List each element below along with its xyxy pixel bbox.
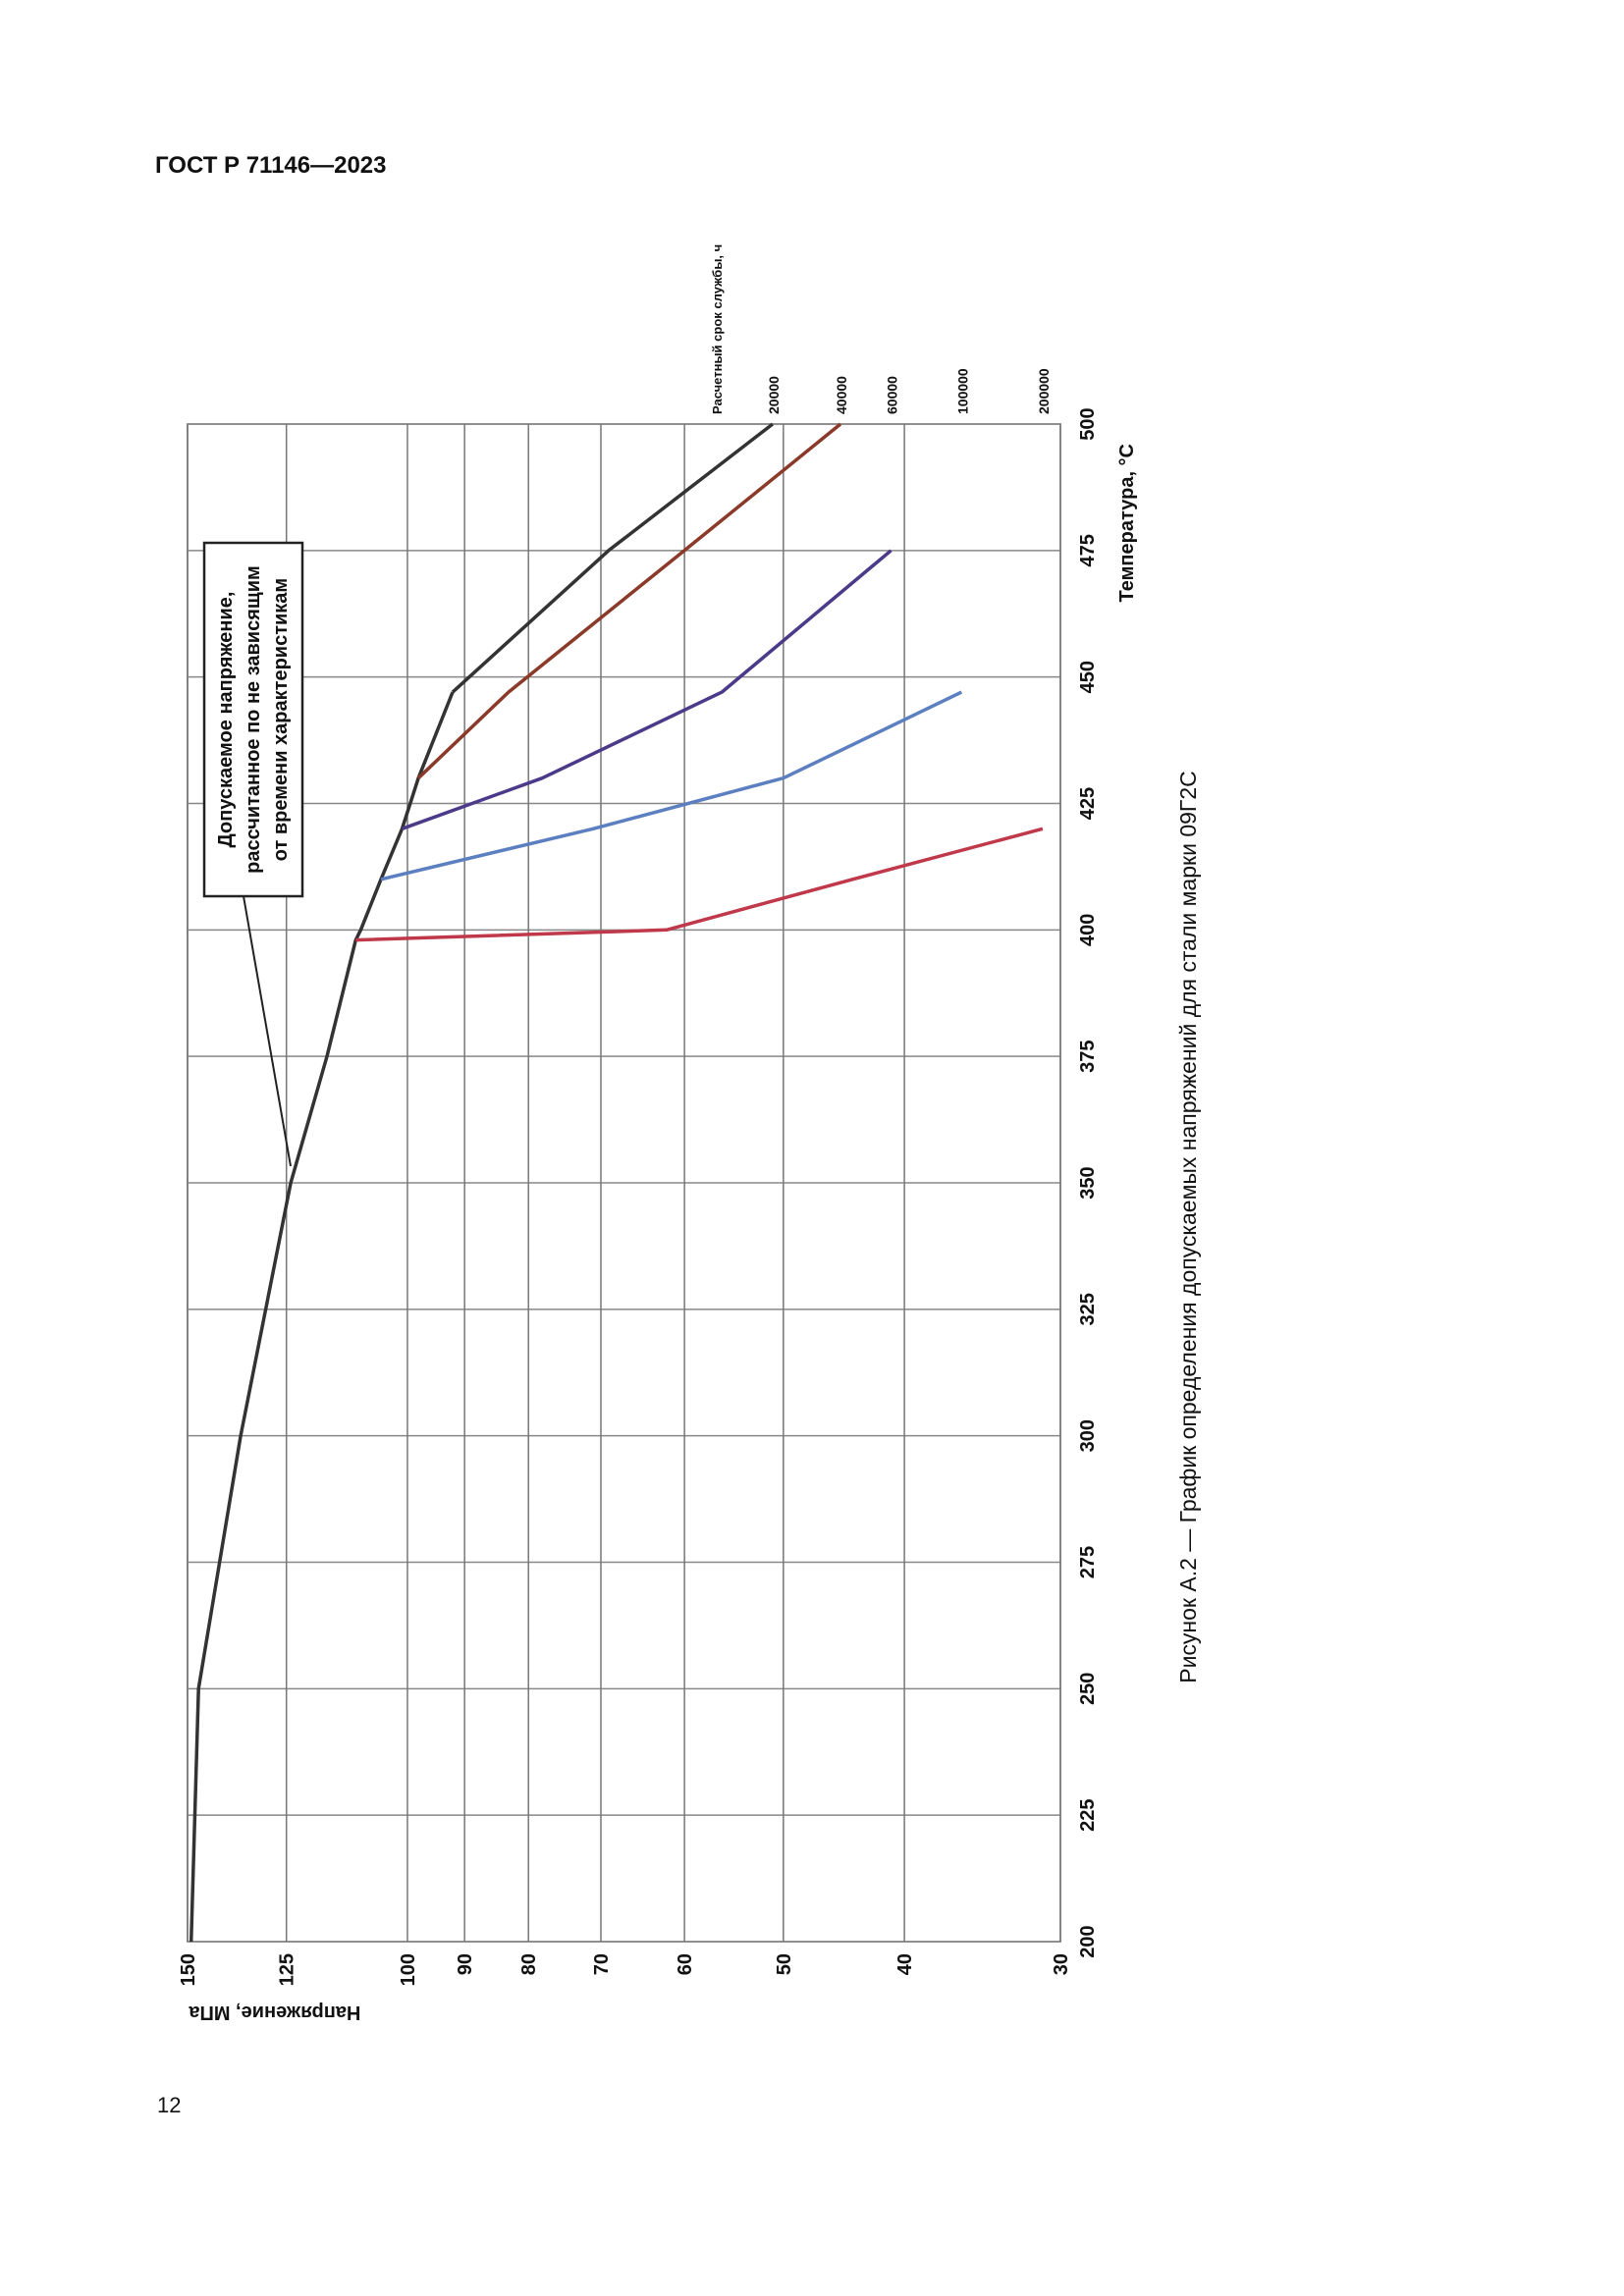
x-tick-label: 275 xyxy=(1077,1546,1099,1578)
y-tick-label: 40 xyxy=(894,1953,916,1975)
x-axis-label: Температура, °С xyxy=(1116,444,1138,602)
header: ГОСТ Р 71146—2023 xyxy=(155,152,387,179)
y-axis-label: Напряжение, МПа xyxy=(188,2002,360,2023)
x-tick-label: 475 xyxy=(1077,534,1099,566)
series-line xyxy=(380,690,963,881)
series-line xyxy=(401,549,893,830)
legend-label: 40000 xyxy=(834,376,849,414)
y-tick-label: 90 xyxy=(455,1953,476,1975)
x-tick-label: 250 xyxy=(1077,1673,1099,1705)
series-line xyxy=(451,422,774,694)
annotation-text: от времени характеристикам xyxy=(270,578,292,861)
x-tick-label: 375 xyxy=(1077,1040,1099,1072)
legend-title: Расчетный срок службы, ч xyxy=(710,244,725,414)
legend-label: 20000 xyxy=(766,376,782,414)
annotation-text: Допускаемое напряжение, xyxy=(215,592,237,848)
x-tick-label: 300 xyxy=(1077,1419,1099,1452)
x-tick-label: 500 xyxy=(1077,407,1099,440)
annotation-box xyxy=(202,541,304,898)
page-number: 12 xyxy=(157,2093,181,2117)
series-line xyxy=(416,422,842,779)
x-tick-label: 225 xyxy=(1077,1798,1099,1831)
caption: Рисунок А.2 — График определения допуска… xyxy=(1175,771,1201,1683)
x-tick-label: 325 xyxy=(1077,1293,1099,1325)
x-tick-label: 425 xyxy=(1077,787,1099,820)
chart: 200 225 250 275 300 325 350 375 400 425 450 475 500 1… xyxy=(178,244,1138,2023)
annotation-leader xyxy=(243,895,292,1167)
legend-label: 100000 xyxy=(954,368,970,414)
y-tick-label: 50 xyxy=(774,1953,795,1975)
y-tick-label: 60 xyxy=(675,1953,696,1975)
x-tick-label: 450 xyxy=(1077,661,1099,693)
y-tick-label: 80 xyxy=(518,1953,540,1975)
x-tick-label: 400 xyxy=(1077,914,1099,946)
y-tick-label: 30 xyxy=(1051,1953,1072,1975)
y-tick-label: 100 xyxy=(398,1953,419,1986)
annotation-text: рассчитанное по не зависящим xyxy=(243,565,264,874)
x-tick-label: 200 xyxy=(1077,1925,1099,1957)
legend-label: 200000 xyxy=(1036,368,1052,414)
series-line xyxy=(189,691,455,1943)
legend-label: 60000 xyxy=(884,376,899,414)
y-tick-label: 70 xyxy=(591,1953,613,1975)
series-line xyxy=(355,827,1044,942)
y-tick-label: 125 xyxy=(277,1953,298,1986)
y-tick-label: 150 xyxy=(178,1953,199,1986)
x-tick-label: 350 xyxy=(1077,1166,1099,1199)
